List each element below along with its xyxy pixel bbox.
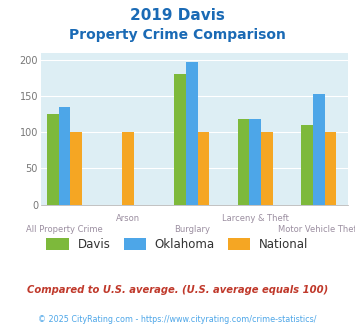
Text: Property Crime Comparison: Property Crime Comparison (69, 28, 286, 42)
Legend: Davis, Oklahoma, National: Davis, Oklahoma, National (42, 233, 313, 255)
Bar (313, 94, 324, 205)
Text: 2019 Davis: 2019 Davis (130, 8, 225, 23)
Bar (186, 62, 197, 205)
Text: All Property Crime: All Property Crime (26, 225, 103, 234)
Bar (47, 114, 59, 205)
Bar (59, 107, 71, 205)
Bar (261, 132, 273, 205)
Text: Burglary: Burglary (174, 225, 210, 234)
Bar (122, 132, 134, 205)
Text: Motor Vehicle Theft: Motor Vehicle Theft (278, 225, 355, 234)
Bar (197, 132, 209, 205)
Bar (71, 132, 82, 205)
Bar (250, 118, 261, 205)
Bar (324, 132, 336, 205)
Bar (174, 74, 186, 205)
Text: Arson: Arson (116, 214, 140, 223)
Text: Larceny & Theft: Larceny & Theft (222, 214, 289, 223)
Bar (238, 119, 250, 205)
Bar (301, 125, 313, 205)
Text: Compared to U.S. average. (U.S. average equals 100): Compared to U.S. average. (U.S. average … (27, 285, 328, 295)
Text: © 2025 CityRating.com - https://www.cityrating.com/crime-statistics/: © 2025 CityRating.com - https://www.city… (38, 315, 317, 324)
